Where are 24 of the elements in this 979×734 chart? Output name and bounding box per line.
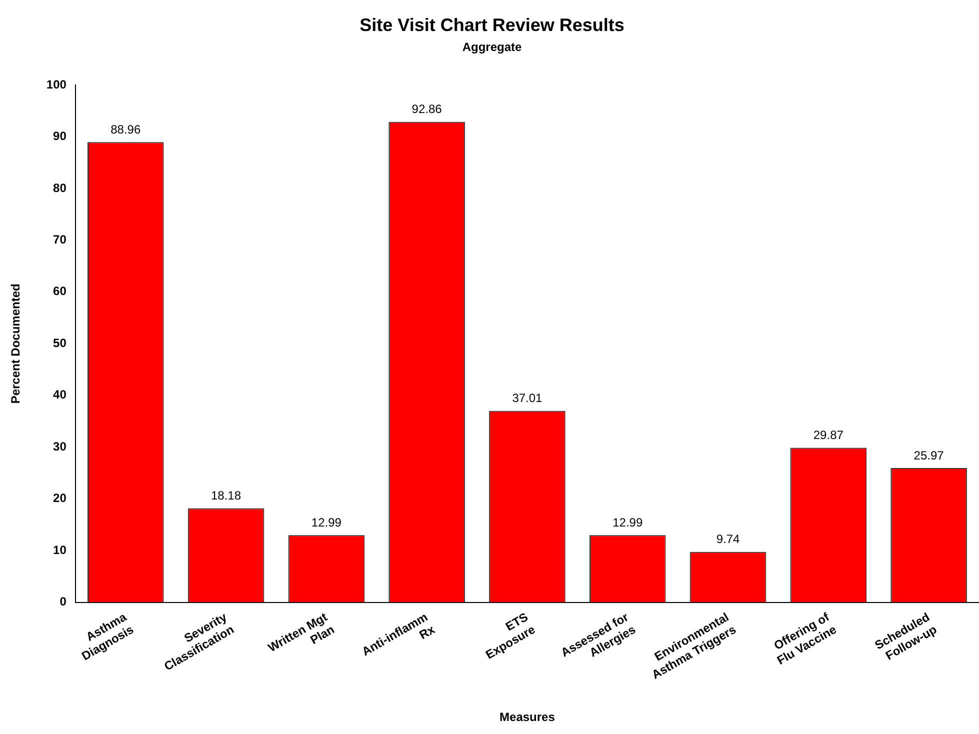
data-label: 25.97 xyxy=(914,448,944,462)
y-tick-label: 70 xyxy=(53,232,67,247)
x-axis-title: Measures xyxy=(500,710,556,724)
y-tick-label: 20 xyxy=(53,491,67,506)
data-label: 92.86 xyxy=(412,102,442,116)
data-label: 29.87 xyxy=(813,428,844,442)
y-tick-label: 50 xyxy=(53,336,67,350)
y-tick-label: 80 xyxy=(53,180,67,195)
data-label: 18.18 xyxy=(211,488,242,503)
chart-title: Site Visit Chart Review Results xyxy=(360,14,624,35)
y-tick-label: 10 xyxy=(53,542,67,557)
y-tick-label: 90 xyxy=(53,129,67,144)
y-tick-label: 60 xyxy=(53,284,67,298)
data-label: 12.99 xyxy=(612,515,643,530)
data-label: 37.01 xyxy=(512,391,543,406)
data-label: 12.99 xyxy=(311,515,342,530)
y-tick-label: 0 xyxy=(60,594,67,609)
data-label: 9.74 xyxy=(716,532,740,546)
y-tick-label: 100 xyxy=(46,77,67,92)
y-tick-label: 30 xyxy=(53,439,67,454)
y-axis-title: Percent Documented xyxy=(8,284,23,404)
data-label: 88.96 xyxy=(110,122,141,136)
chart-subtitle: Aggregate xyxy=(462,40,522,54)
y-tick-label: 40 xyxy=(53,388,67,402)
